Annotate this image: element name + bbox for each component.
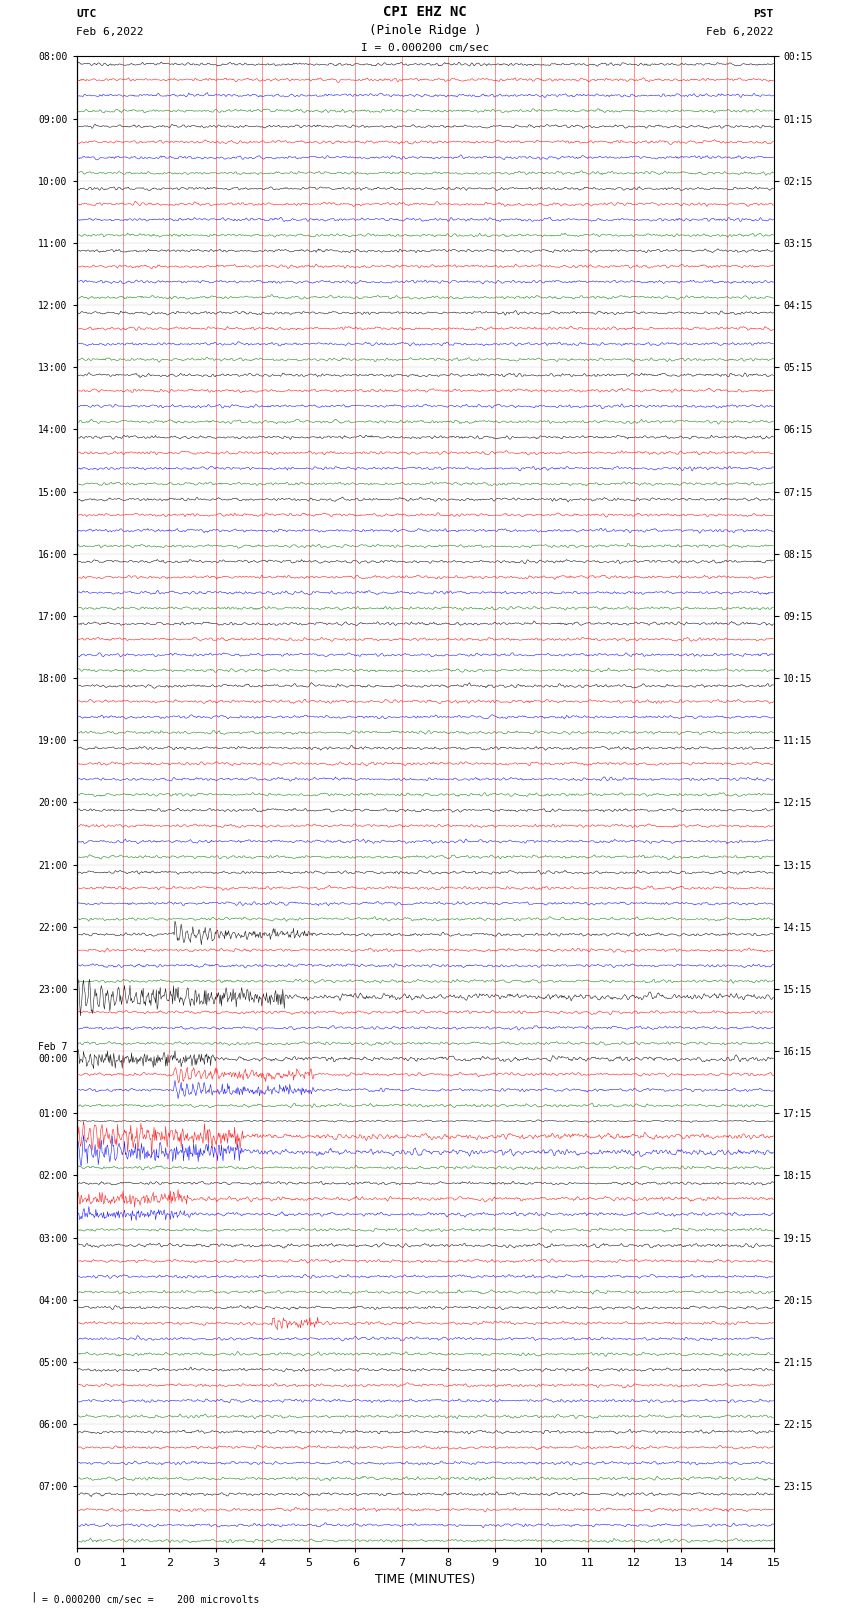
Text: Feb 6,2022: Feb 6,2022	[706, 27, 774, 37]
Text: Feb 6,2022: Feb 6,2022	[76, 27, 144, 37]
Text: UTC: UTC	[76, 10, 97, 19]
Text: I = 0.000200 cm/sec: I = 0.000200 cm/sec	[361, 44, 489, 53]
X-axis label: TIME (MINUTES): TIME (MINUTES)	[375, 1573, 475, 1586]
Text: CPI EHZ NC: CPI EHZ NC	[383, 5, 467, 19]
Text: |: |	[30, 1590, 37, 1602]
Text: = 0.000200 cm/sec =    200 microvolts: = 0.000200 cm/sec = 200 microvolts	[42, 1595, 260, 1605]
Text: (Pinole Ridge ): (Pinole Ridge )	[369, 24, 481, 37]
Text: PST: PST	[753, 10, 774, 19]
